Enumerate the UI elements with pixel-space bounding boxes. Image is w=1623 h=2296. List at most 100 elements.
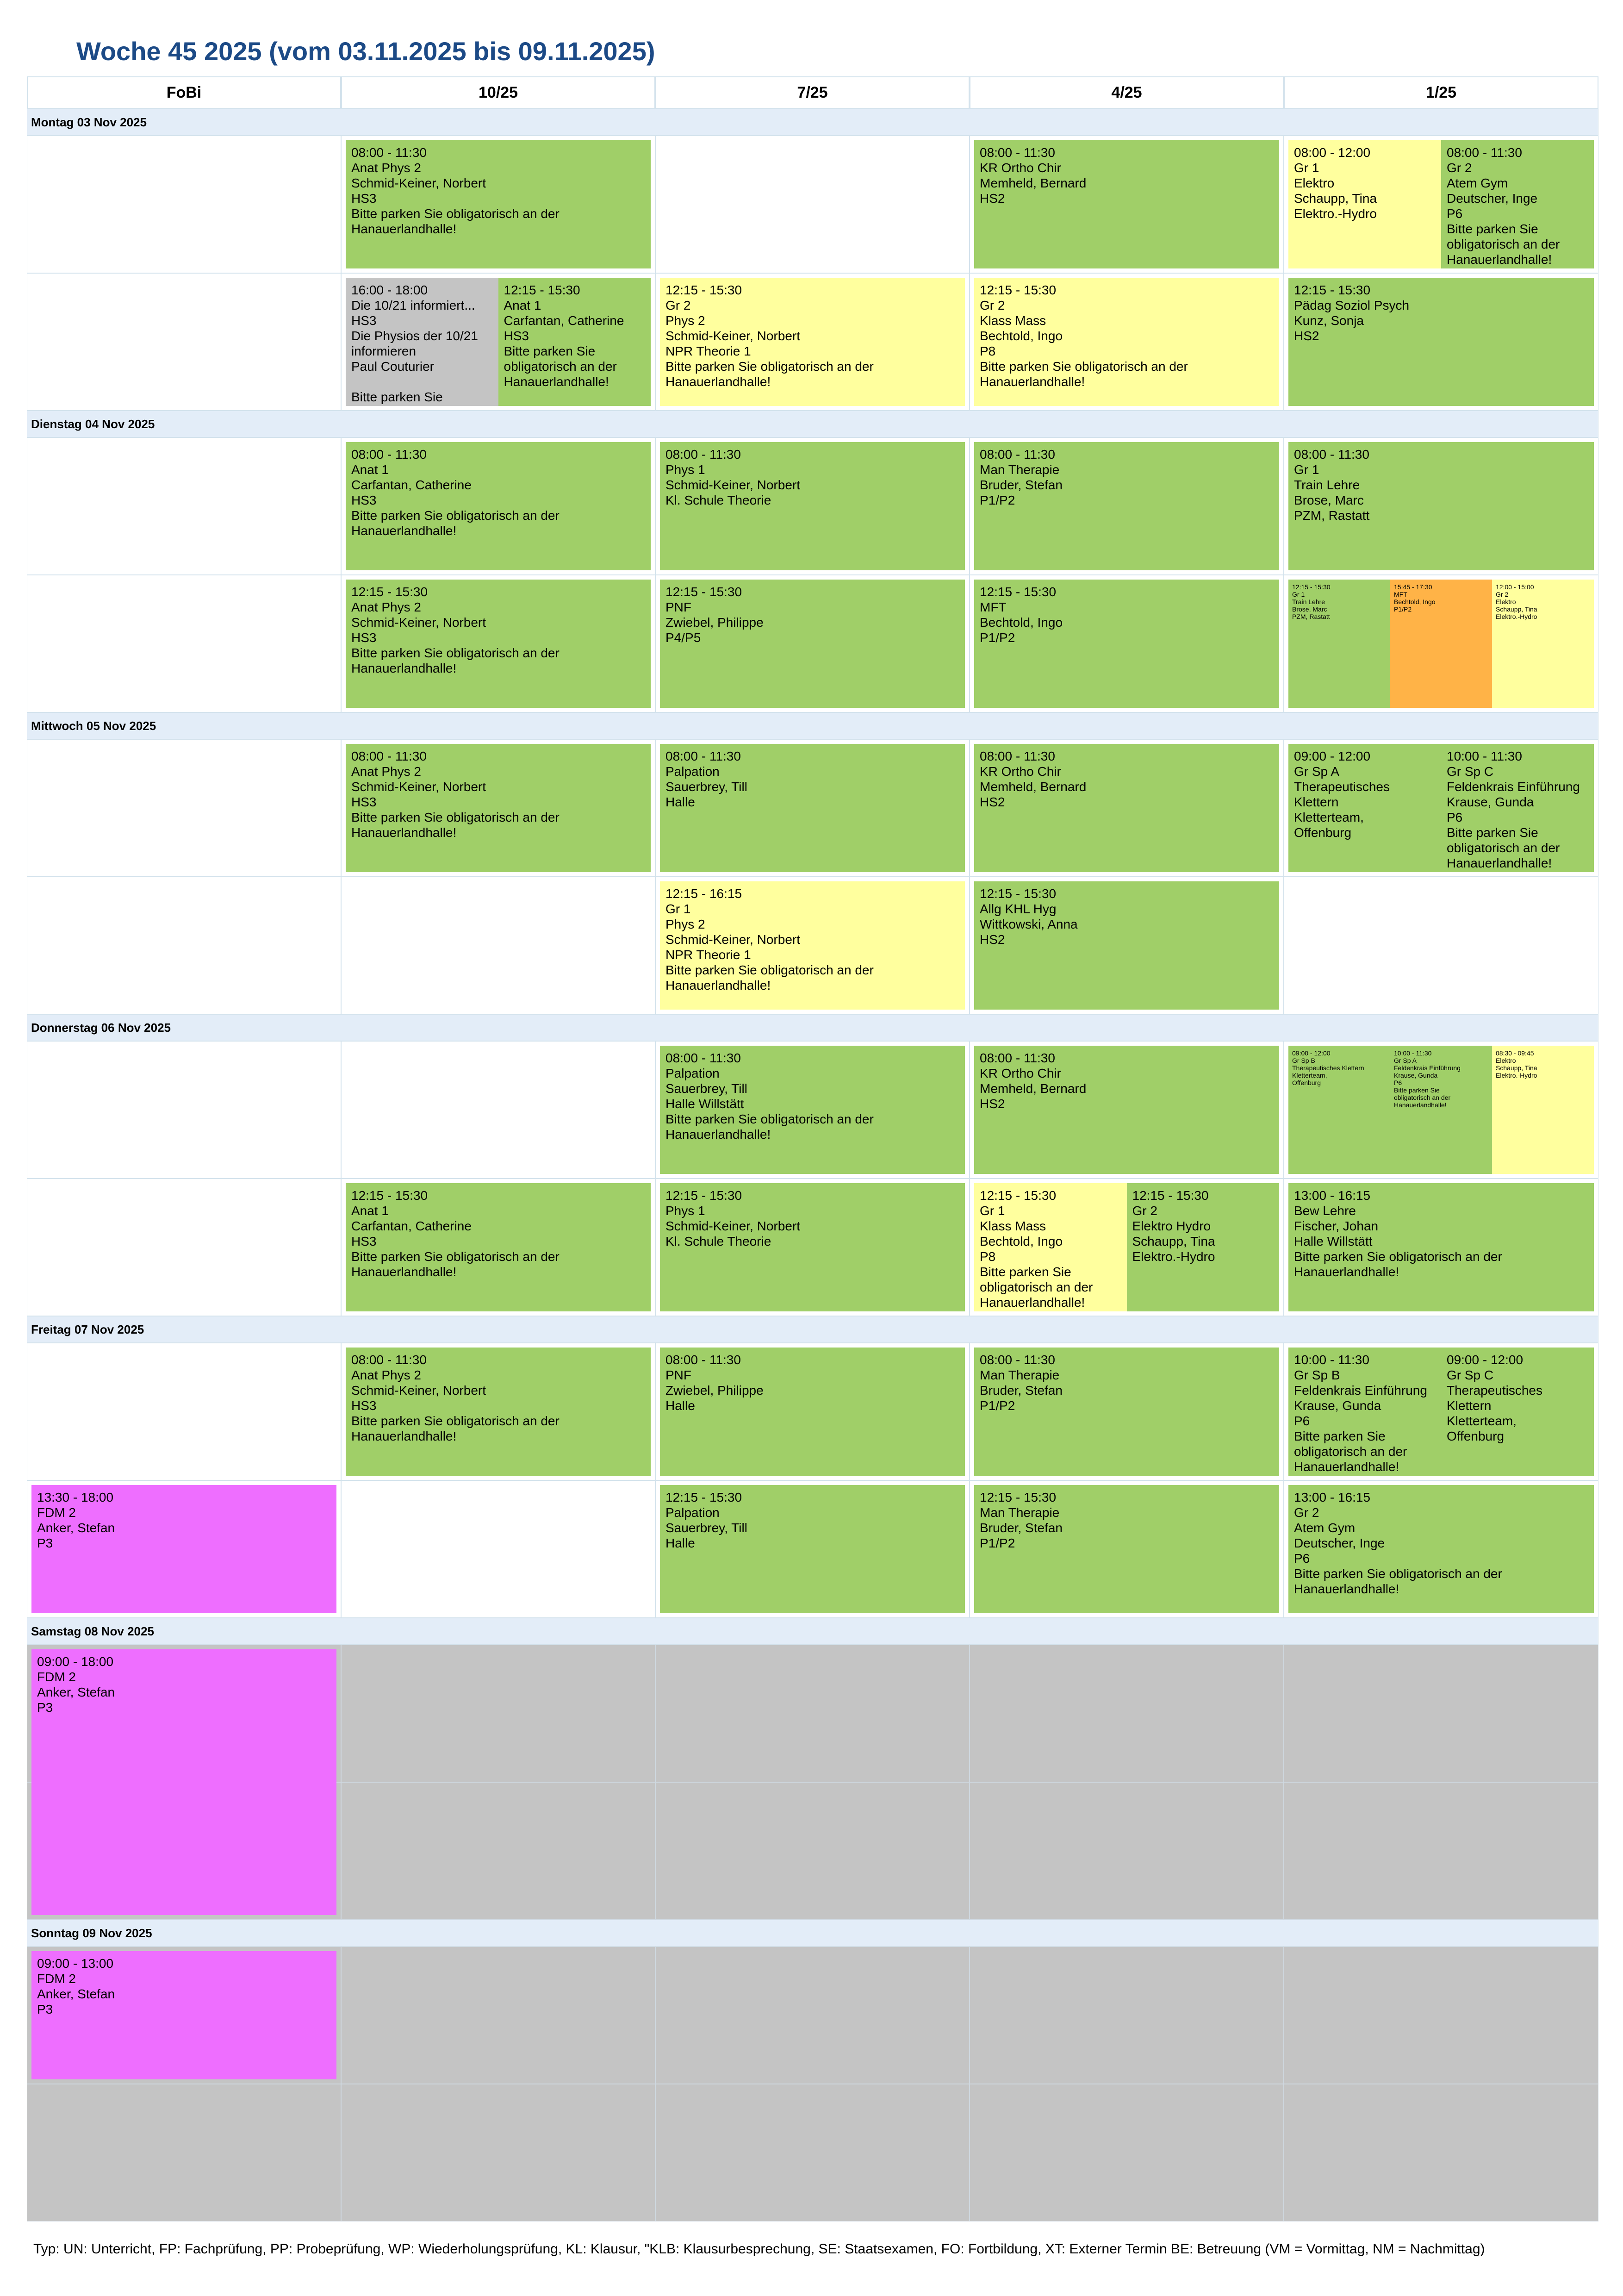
event-line: Schaupp, Tina <box>1496 1064 1537 1072</box>
day-header: Donnerstag 06 Nov 2025 <box>27 1014 1598 1041</box>
event-block[interactable]: 12:15 - 15:30 Gr 2 Elektro Hydro Schaupp, T… <box>1126 1183 1279 1311</box>
event-line: Palpation <box>665 1505 720 1520</box>
event-block[interactable]: 12:15 - 15:30 Allg KHL Hyg Wittkowski, Ann… <box>974 881 1279 1010</box>
event-block[interactable]: 15:45 - 17:30 MFT Bechtold, Ingo P1/P2 <box>1390 580 1492 708</box>
event-block[interactable]: 16:00 - 18:00 Die 10/21 informiert... HS3 D… <box>346 278 498 406</box>
schedule-cell <box>27 877 341 1014</box>
event-line: Krause, Gunda <box>1294 1398 1381 1413</box>
event-block[interactable]: 08:00 - 11:30 Man Therapie Bruder, Stefan P… <box>974 442 1279 570</box>
event-line: Hanauerlandhalle! <box>665 978 771 992</box>
event-line: Anker, Stefan <box>37 1685 115 1699</box>
event-line: Hanauerlandhalle! <box>1294 1460 1399 1474</box>
event-block[interactable]: 12:15 - 15:30 Phys 1 Schmid-Keiner, Norber… <box>660 1183 965 1311</box>
event-line: Phys 2 <box>665 917 705 931</box>
event-line: Carfantan, Catherine <box>351 1219 472 1233</box>
event-block[interactable]: 08:00 - 11:30 KR Ortho Chir Memheld, Berna… <box>974 140 1279 268</box>
event-line: HS2 <box>980 191 1005 206</box>
event-block[interactable]: 13:00 - 16:15 Gr 2 Atem Gym Deutscher, Inge… <box>1288 1485 1594 1613</box>
event-line: Phys 1 <box>665 462 705 477</box>
event-block[interactable]: 12:15 - 15:30 Gr 1 Train Lehre Brose, Marc P… <box>1288 580 1390 708</box>
event-line: Gr 1 <box>1292 591 1305 598</box>
event-block[interactable]: 12:15 - 15:30 Man Therapie Bruder, Stefan P… <box>974 1485 1279 1613</box>
event-block[interactable]: 12:15 - 15:30 MFT Bechtold, Ingo P1/P2 <box>974 580 1279 708</box>
event-block[interactable]: 13:30 - 18:00 FDM 2 Anker, Stefan P3 <box>31 1485 336 1613</box>
event-block[interactable]: 12:15 - 15:30 Gr 1 Klass Mass Bechtold, Ing… <box>974 1183 1127 1311</box>
event-line: Klettern <box>1447 1398 1492 1413</box>
event-time: 12:15 - 16:15 <box>665 886 742 901</box>
event-block[interactable]: 08:00 - 11:30 Palpation Sauerbrey, Till Hal… <box>660 744 965 872</box>
event-block[interactable]: 08:00 - 11:30 Man Therapie Bruder, Stefan P… <box>974 1348 1279 1476</box>
event-line: P4/P5 <box>665 630 701 645</box>
schedule-cell <box>970 1782 1284 1920</box>
event-block[interactable]: 08:00 - 11:30 Gr 2 Atem Gym Deutscher, Inge… <box>1441 140 1594 268</box>
event-block[interactable]: 10:00 - 11:30 Gr Sp C Feldenkrais Einführu… <box>1441 744 1594 872</box>
event-line: Kletterteam, <box>1292 1072 1327 1079</box>
event-block[interactable]: 08:30 - 09:45 Elektro Schaupp, Tina Elektro… <box>1492 1046 1594 1174</box>
event-block[interactable]: 12:15 - 15:30 Palpation Sauerbrey, Till Hal… <box>660 1485 965 1613</box>
event-line: Bechtold, Ingo <box>980 329 1063 343</box>
event-block[interactable]: 10:00 - 11:30 Gr Sp A Feldenkrais Einführu… <box>1390 1046 1492 1174</box>
event-block[interactable]: 08:00 - 11:30 PNF Zwiebel, Philippe Halle <box>660 1348 965 1476</box>
event-line: Bitte parken Sie obligatorisch an der <box>351 810 560 824</box>
event-line: NPR Theorie 1 <box>665 948 751 962</box>
event-line: Halle <box>665 1398 695 1413</box>
event-line: obligatorisch an der <box>1447 841 1560 855</box>
event-time: 09:00 - 18:00 <box>37 1654 114 1669</box>
event-block[interactable]: 12:15 - 15:30 Anat Phys 2 Schmid-Keiner, N… <box>346 580 651 708</box>
event-line: Schmid-Keiner, Norbert <box>351 615 486 630</box>
day-header: Dienstag 04 Nov 2025 <box>27 411 1598 437</box>
event-time: 12:00 - 15:00 <box>1496 583 1534 591</box>
event-block[interactable]: 09:00 - 13:00 FDM 2 Anker, Stefan P3 <box>31 1951 336 2079</box>
event-block[interactable]: 08:00 - 11:30 KR Ortho Chir Memheld, Berna… <box>974 1046 1279 1174</box>
event-line: Elektro <box>1294 176 1335 190</box>
event-block[interactable]: 08:00 - 11:30 Palpation Sauerbrey, Till Hal… <box>660 1046 965 1174</box>
event-block[interactable]: 08:00 - 11:30 Phys 1 Schmid-Keiner, Norber… <box>660 442 965 570</box>
schedule-cell <box>27 1179 341 1316</box>
event-line: FDM 2 <box>37 1505 76 1520</box>
event-block[interactable]: 12:15 - 15:30 Anat 1 Carfantan, Catherine H… <box>498 278 651 406</box>
event-line: Gr 2 <box>1132 1204 1157 1218</box>
event-time: 09:00 - 12:00 <box>1294 749 1371 763</box>
event-time: 08:00 - 11:30 <box>665 749 741 763</box>
event-block[interactable]: 09:00 - 12:00 Gr Sp C Therapeutisches Klett… <box>1441 1348 1594 1476</box>
event-block[interactable]: 08:00 - 11:30 Anat Phys 2 Schmid-Keiner, N… <box>346 1348 651 1476</box>
event-line: Carfantan, Catherine <box>504 313 624 328</box>
event-block[interactable]: 08:00 - 11:30 Anat Phys 2 Schmid-Keiner, N… <box>346 140 651 268</box>
event-block[interactable]: 12:15 - 16:15 Gr 1 Phys 2 Schmid-Keiner, No… <box>660 881 965 1010</box>
event-block[interactable]: 13:00 - 16:15 Bew Lehre Fischer, Johan Hall… <box>1288 1183 1594 1311</box>
event-block[interactable]: 08:00 - 11:30 Gr 1 Train Lehre Brose, Marc P… <box>1288 442 1594 570</box>
event-block[interactable]: 12:15 - 15:30 PNF Zwiebel, Philippe P4/P5 <box>660 580 965 708</box>
event-block[interactable]: 08:00 - 11:30 Anat Phys 2 Schmid-Keiner, N… <box>346 744 651 872</box>
event-block[interactable]: 12:00 - 15:00 Gr 2 Elektro Schaupp, Tina Ele… <box>1492 580 1594 708</box>
event-line: KR Ortho Chir <box>980 764 1061 779</box>
event-time: 08:00 - 12:00 <box>1294 145 1371 160</box>
event-time: 08:00 - 11:30 <box>351 447 427 462</box>
event-block[interactable]: 12:15 - 15:30 Pädag Soziol Psych Kunz, Son… <box>1288 278 1594 406</box>
event-line: Die Physios der 10/21 <box>351 329 478 343</box>
event-block[interactable]: 08:00 - 11:30 KR Ortho Chir Memheld, Berna… <box>974 744 1279 872</box>
event-line: Memheld, Bernard <box>980 176 1087 190</box>
event-line: P1/P2 <box>980 1398 1015 1413</box>
event-block[interactable]: 09:00 - 12:00 Gr Sp B Therapeutisches Klet… <box>1288 1046 1390 1174</box>
event-line: P6 <box>1294 1551 1310 1566</box>
event-line: obligatorisch an der <box>1394 1094 1451 1101</box>
event-block[interactable]: 08:00 - 12:00 Gr 1 Elektro Schaupp, Tina Ele… <box>1288 140 1441 268</box>
event-block[interactable]: 09:00 - 12:00 Gr Sp A Therapeutisches Klett… <box>1288 744 1441 872</box>
event-line: Bitte parken Sie <box>1447 825 1538 840</box>
event-block[interactable]: 09:00 - 18:00 FDM 2 Anker, Stefan P3 <box>31 1649 336 1915</box>
event-block[interactable]: 12:15 - 15:30 Gr 2 Phys 2 Schmid-Keiner, No… <box>660 278 965 406</box>
event-line: Gr Sp C <box>1447 1368 1494 1382</box>
event-block[interactable]: 12:15 - 15:30 Anat 1 Carfantan, Catherine H… <box>346 1183 651 1311</box>
event-block[interactable]: 12:15 - 15:30 Gr 2 Klass Mass Bechtold, Ing… <box>974 278 1279 406</box>
event-line: Halle Willstätt <box>665 1097 744 1111</box>
event-block[interactable]: 10:00 - 11:30 Gr Sp B Feldenkrais Einführu… <box>1288 1348 1441 1476</box>
event-block[interactable]: 08:00 - 11:30 Anat 1 Carfantan, Catherine H… <box>346 442 651 570</box>
event-line: Bitte parken Sie obligatorisch an der <box>665 359 874 374</box>
event-line: Schmid-Keiner, Norbert <box>351 780 486 794</box>
event-time: 08:00 - 11:30 <box>665 447 741 462</box>
event-line: P8 <box>980 1249 996 1264</box>
day-header: Montag 03 Nov 2025 <box>27 109 1598 136</box>
column-header-2: 7/25 <box>655 76 970 109</box>
event-line: PNF <box>665 600 691 614</box>
event-line: FDM 2 <box>37 1972 76 1986</box>
